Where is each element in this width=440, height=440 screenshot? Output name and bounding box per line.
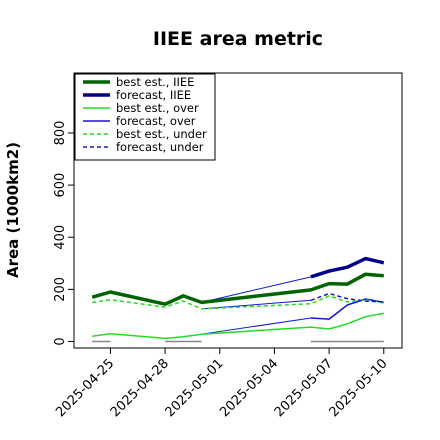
x-tick-label-5: 2025-05-10 — [327, 356, 391, 420]
series-layer — [91, 256, 385, 340]
series-line-2 — [92, 312, 384, 340]
legend-label-0: best est., IIEE — [116, 75, 194, 89]
y-tick-label-0: 0 — [53, 337, 68, 345]
y-tick-label-3: 600 — [53, 173, 68, 198]
series-line-0 — [91, 272, 384, 306]
legend-label-1: forecast, IIEE — [116, 88, 191, 102]
legend-label-3: forecast, over — [116, 114, 196, 128]
y-tick-label-4: 800 — [53, 121, 68, 146]
series-line-5 — [310, 292, 384, 303]
y-axis-label: Area (1000km2) — [4, 142, 22, 278]
series-line-4 — [92, 295, 384, 310]
y-tick-label-2: 400 — [53, 225, 68, 250]
series-line-1 — [310, 256, 385, 279]
legend-label-2: best est., over — [116, 101, 199, 115]
legend-box — [74, 73, 216, 161]
chart-title: IIEE area metric — [153, 28, 323, 50]
plot-frame — [73, 72, 403, 349]
legend-label-4: best est., under — [116, 127, 207, 141]
connector-line-2 — [201, 299, 311, 310]
connector-line-1 — [201, 317, 311, 335]
y-tick-label-1: 200 — [53, 277, 68, 302]
series-line-3 — [310, 298, 384, 320]
legend-label-5: forecast, under — [116, 140, 204, 154]
connector-line-0 — [201, 276, 312, 303]
